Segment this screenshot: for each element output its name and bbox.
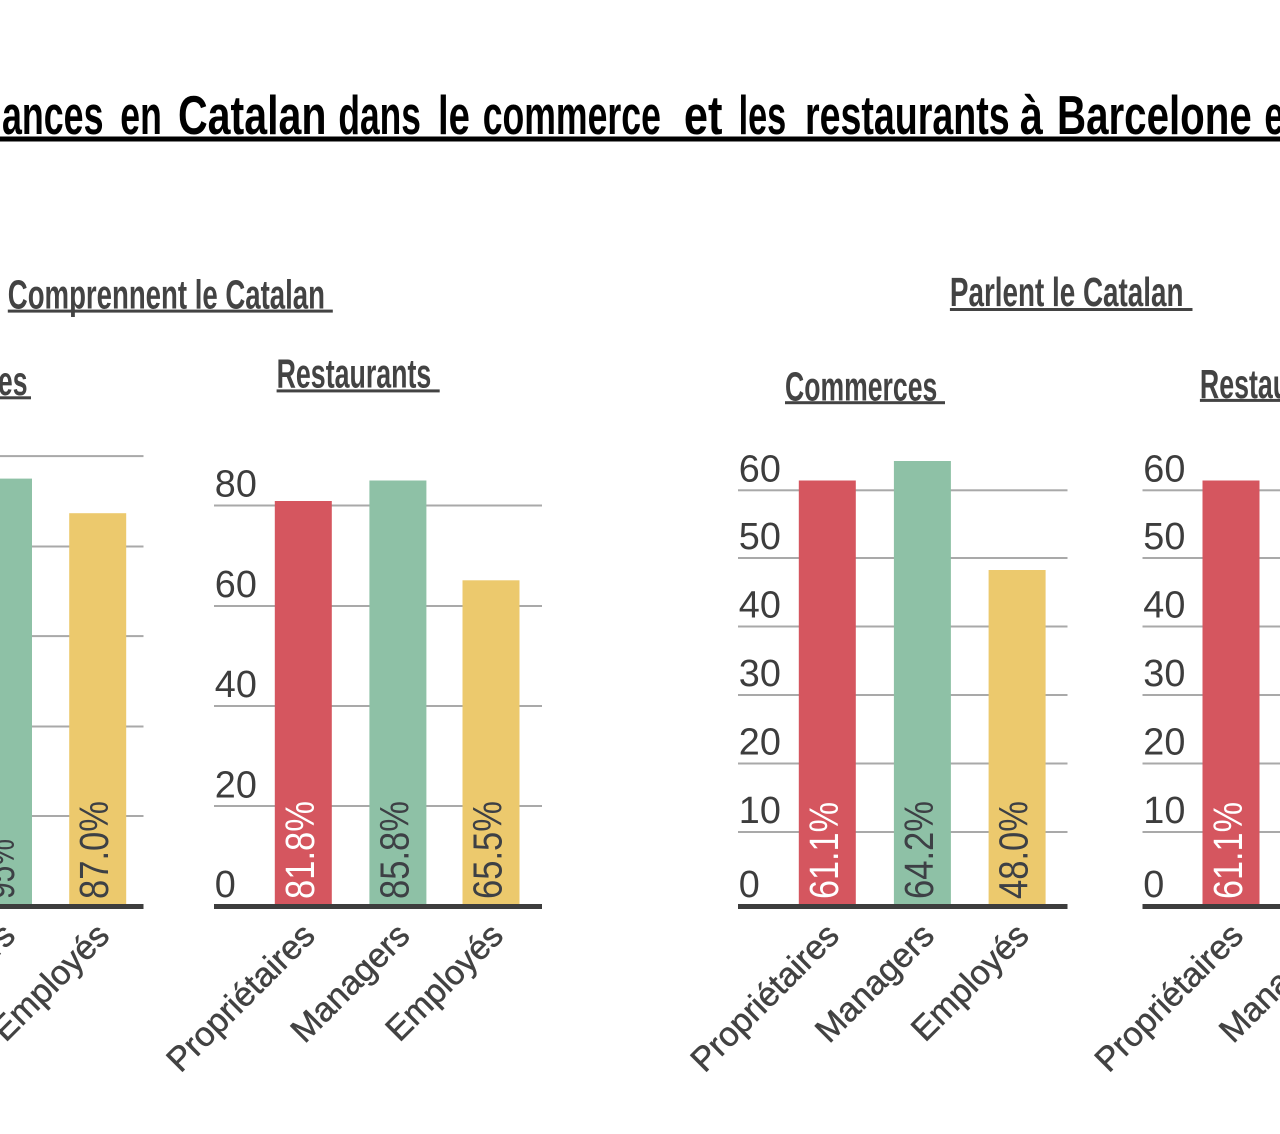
svg-text:10: 10 [1143, 790, 1185, 832]
svg-text:commerce: commerce [483, 85, 661, 146]
svg-text:80: 80 [215, 464, 257, 506]
svg-text:40: 40 [215, 664, 257, 706]
svg-text:64.2%: 64.2% [896, 801, 942, 899]
svg-text:restaurants: restaurants [805, 85, 1010, 146]
svg-text:60: 60 [739, 448, 781, 490]
svg-text:0: 0 [1143, 864, 1164, 906]
svg-text:en: en [1264, 85, 1280, 146]
svg-text:40: 40 [1143, 585, 1185, 627]
svg-text:60: 60 [1143, 448, 1185, 490]
svg-text:le: le [438, 85, 470, 146]
svg-text:60: 60 [215, 564, 257, 606]
svg-text:Barcelone: Barcelone [1057, 85, 1252, 146]
svg-text:Propriétaires: Propriétaires [159, 916, 322, 1079]
svg-text:Propriétaires: Propriétaires [683, 916, 846, 1079]
svg-text:les: les [739, 85, 787, 146]
svg-text:0: 0 [739, 864, 760, 906]
svg-text:65.5%: 65.5% [465, 801, 511, 899]
svg-text:ances: ances [2, 85, 104, 146]
svg-text:Restaurants: Restaurants [277, 351, 432, 397]
svg-text:dans: dans [338, 85, 421, 146]
svg-text:0: 0 [215, 864, 236, 906]
svg-text:50: 50 [739, 516, 781, 558]
svg-text:20: 20 [739, 722, 781, 764]
svg-text:48.0%: 48.0% [991, 801, 1037, 899]
svg-text:Parlent le Catalan: Parlent le Catalan [950, 269, 1184, 315]
svg-text:20: 20 [215, 765, 257, 807]
svg-text:et: et [684, 85, 723, 146]
svg-text:30: 30 [1143, 653, 1185, 695]
svg-text:61.1%: 61.1% [1205, 802, 1251, 899]
svg-text:Employés: Employés [0, 916, 117, 1048]
svg-text:10: 10 [739, 790, 781, 832]
svg-text:à: à [1020, 85, 1044, 146]
svg-text:81.8%: 81.8% [277, 801, 323, 899]
svg-text:Catalan: Catalan [178, 85, 327, 146]
svg-text:20: 20 [1143, 722, 1185, 764]
svg-text:87.0%: 87.0% [71, 801, 117, 899]
svg-text:61.1%: 61.1% [801, 802, 847, 899]
svg-text:85.8%: 85.8% [372, 801, 418, 899]
svg-text:95%: 95% [0, 839, 23, 899]
svg-text:Propriétaires: Propriétaires [1087, 916, 1250, 1079]
svg-text:30: 30 [739, 653, 781, 695]
svg-text:40: 40 [739, 585, 781, 627]
svg-text:50: 50 [1143, 516, 1185, 558]
svg-text:en: en [120, 85, 162, 146]
